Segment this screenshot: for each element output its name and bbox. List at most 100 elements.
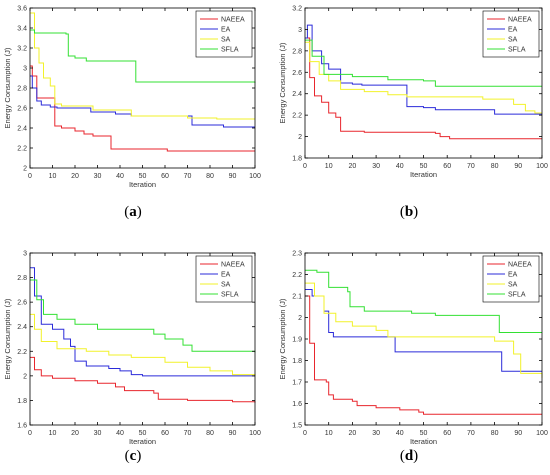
- x-axis-label: Iteration: [129, 180, 156, 189]
- series-line-sa: [30, 12, 255, 120]
- x-tick-label: 30: [372, 163, 380, 170]
- x-axis-label: Iteration: [410, 437, 437, 446]
- legend-label-sa: SA: [221, 37, 231, 44]
- y-tick-label: 2.1: [292, 294, 302, 301]
- legend-label-sa: SA: [508, 37, 518, 44]
- x-tick-label: 90: [514, 163, 522, 170]
- x-tick-label: 60: [161, 173, 169, 180]
- legend-label-naeea: NAEEA: [221, 17, 245, 24]
- x-tick-label: 60: [443, 163, 451, 170]
- y-tick-label: 3: [23, 66, 27, 73]
- x-tick-label: 100: [249, 173, 261, 180]
- y-tick-label: 1.5: [292, 423, 302, 430]
- x-tick-label: 30: [94, 173, 102, 180]
- x-tick-label: 60: [161, 430, 169, 437]
- y-tick-label: 3: [23, 251, 27, 258]
- chart-panel-b: 0 10 20 30 40 50 60 70 80 90 100 1.8 2 2.2 2.4 2.6 2.8 3 3…: [278, 6, 548, 180]
- x-tick-label: 80: [491, 430, 499, 437]
- y-tick-label: 2.2: [17, 349, 27, 356]
- x-tick-label: 20: [71, 430, 79, 437]
- x-tick-label: 90: [229, 430, 237, 437]
- legend-label-naeea: NAEEA: [221, 262, 245, 269]
- x-tick-label: 80: [491, 163, 499, 170]
- chart-panel-a: 0 10 20 30 40 50 60 70 80 90 100 2 2.2 2.4 2.6 2.8 3 3.2 3…: [3, 6, 261, 190]
- panel-label-d: (d): [399, 448, 419, 464]
- series-line-sa: [305, 282, 543, 378]
- series-line-ea: [30, 75, 255, 128]
- x-tick-label: 90: [229, 173, 237, 180]
- legend-label-ea: EA: [221, 27, 231, 34]
- y-tick-label: 2.2: [292, 272, 302, 279]
- legend-label-ea: EA: [508, 27, 518, 34]
- x-tick-label: 80: [206, 430, 214, 437]
- series-line-ea: [30, 267, 255, 377]
- x-tick-label: 20: [349, 430, 357, 437]
- y-tick-label: 3: [298, 27, 302, 34]
- series-line-sa: [30, 313, 256, 376]
- y-tick-label: 2.2: [17, 146, 27, 153]
- y-tick-label: 2.8: [17, 86, 27, 93]
- x-tick-label: 100: [249, 430, 261, 437]
- y-tick-label: 2.6: [17, 106, 27, 113]
- y-axis-label: Energy Consumption (J): [3, 47, 12, 128]
- x-tick-label: 50: [139, 430, 147, 437]
- series-line-ea: [305, 24, 542, 115]
- y-tick-label: 1.7: [292, 380, 302, 387]
- y-tick-label: 1.8: [292, 358, 302, 365]
- legend-label-sfla: SFLA: [221, 292, 239, 299]
- x-tick-label: 30: [94, 430, 102, 437]
- x-tick-label: 40: [116, 173, 124, 180]
- x-tick-label: 10: [325, 430, 333, 437]
- series-line-naeea: [30, 356, 256, 403]
- chart-panel-c: 0 10 20 30 40 50 60 70 80 90 100 1.6 1.8 2 2.2 2.4 2.6 2.…: [3, 251, 261, 447]
- x-tick-label: 0: [28, 173, 32, 180]
- legend: NAEEA EA SA SFLA: [195, 10, 253, 58]
- series-line-naeea: [305, 37, 542, 140]
- x-tick-label: 40: [396, 163, 404, 170]
- x-tick-label: 60: [443, 430, 451, 437]
- y-tick-label: 2.8: [292, 48, 302, 55]
- legend: NAEEA EA SA SFLA: [195, 255, 253, 303]
- y-tick-label: 2.4: [17, 324, 27, 331]
- x-tick-label: 20: [71, 173, 79, 180]
- y-tick-label: 2: [23, 373, 27, 380]
- x-tick-label: 70: [467, 430, 475, 437]
- y-tick-label: 3.2: [17, 46, 27, 53]
- x-tick-label: 30: [372, 430, 380, 437]
- y-tick-label: 2: [298, 315, 302, 322]
- x-tick-label: 80: [206, 173, 214, 180]
- y-tick-label: 1.6: [17, 423, 27, 430]
- series-line-sfla: [305, 269, 542, 333]
- legend: NAEEA EA SA SFLA: [482, 255, 540, 303]
- y-axis-label: Energy Consumption (J): [278, 42, 287, 123]
- legend-label-ea: EA: [221, 272, 231, 279]
- series-line-sfla: [30, 279, 256, 353]
- panel-label-c: (c): [124, 448, 142, 464]
- y-tick-label: 1.8: [17, 398, 27, 405]
- legend-label-sfla: SFLA: [508, 47, 526, 54]
- legend-label-sfla: SFLA: [221, 47, 239, 54]
- y-tick-label: 1.9: [292, 337, 302, 344]
- x-tick-label: 10: [49, 173, 57, 180]
- x-axis-label: Iteration: [410, 170, 437, 179]
- y-tick-label: 3.2: [292, 6, 302, 13]
- x-tick-label: 40: [116, 430, 124, 437]
- x-tick-label: 50: [420, 163, 428, 170]
- x-tick-label: 100: [536, 430, 548, 437]
- x-tick-label: 70: [467, 163, 475, 170]
- x-tick-label: 0: [303, 163, 307, 170]
- y-axis-label: Energy Consumption (J): [278, 298, 287, 379]
- y-tick-label: 2: [298, 134, 302, 141]
- x-tick-label: 70: [184, 430, 192, 437]
- x-tick-label: 50: [139, 173, 147, 180]
- x-tick-label: 90: [514, 430, 522, 437]
- legend-label-sa: SA: [508, 282, 518, 289]
- series-line-naeea: [305, 295, 542, 415]
- panel-label-a: (a): [124, 204, 142, 220]
- y-tick-label: 3.4: [17, 26, 27, 33]
- y-tick-label: 2.2: [292, 113, 302, 120]
- chart-panel-d: 0 10 20 30 40 50 60 70 80 90 100 1.5 1.6 1.7 1.8 1.9 2 2.…: [278, 251, 548, 447]
- panel-label-b: (b): [399, 204, 419, 220]
- y-tick-label: 2: [23, 166, 27, 173]
